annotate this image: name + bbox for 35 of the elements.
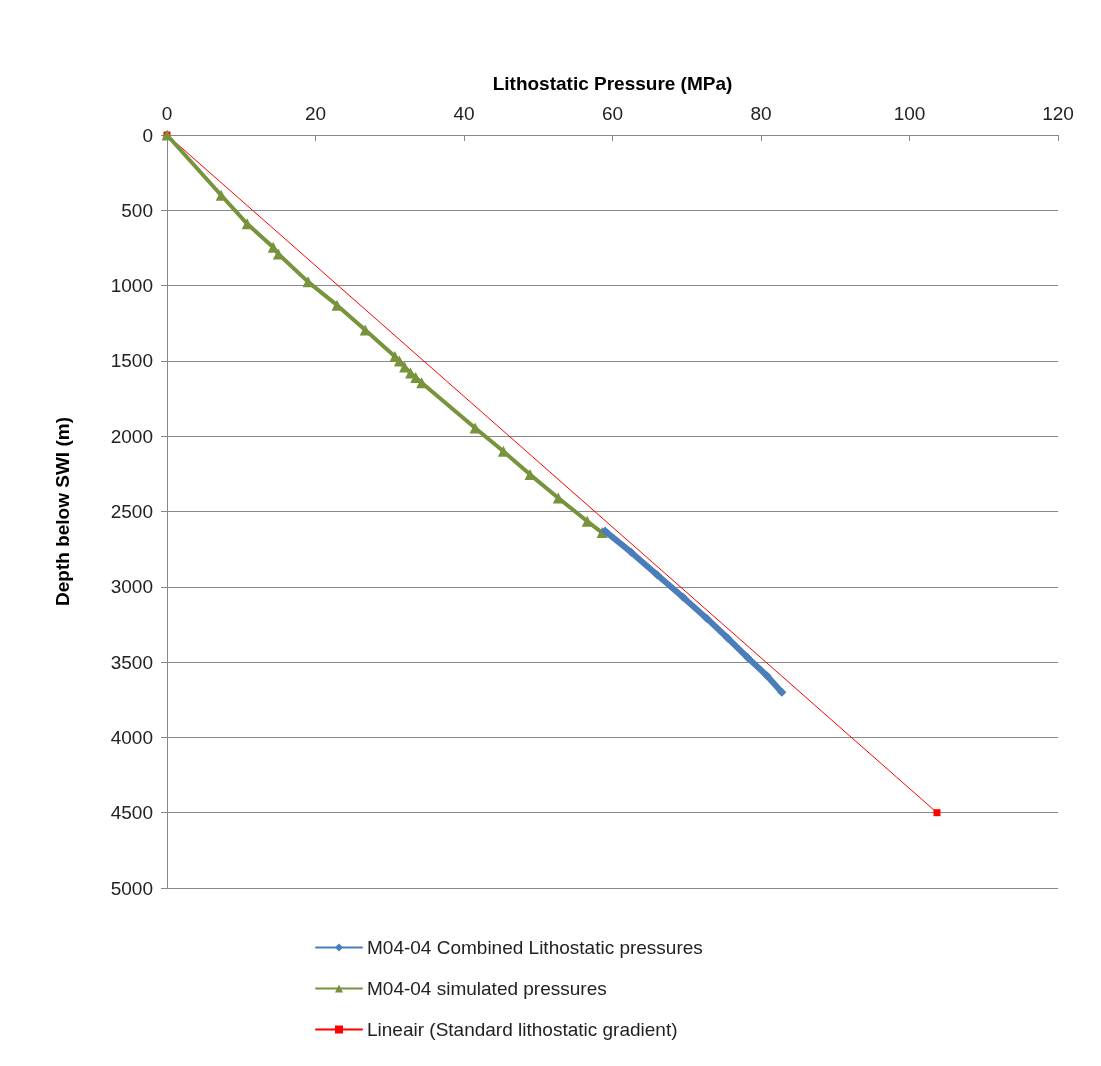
point xyxy=(267,241,279,253)
y-tick-label: 2500 xyxy=(110,501,153,522)
x-tick-label: 0 xyxy=(161,103,173,124)
point xyxy=(652,570,662,580)
legend-label: Lineair (Standard lithostatic gradient) xyxy=(367,1019,678,1040)
y-tick-label: 4500 xyxy=(110,802,153,824)
x-tick-label: 60 xyxy=(601,103,624,124)
y-tick-label: 1000 xyxy=(110,275,153,297)
y-tick-label: 2000 xyxy=(110,425,153,447)
legend-label: M04-04 Combined Lithostatic pressures xyxy=(367,937,703,958)
point xyxy=(723,633,733,643)
point xyxy=(743,653,753,663)
y-tick-label: 3500 xyxy=(110,651,153,673)
y-axis-title: Depth below SWI (m) xyxy=(52,417,73,606)
y-tick-label: 5000 xyxy=(110,877,153,899)
point xyxy=(600,526,610,536)
x-axis-title: Lithostatic Pressure (MPa) xyxy=(492,73,733,94)
x-tick-label: 20 xyxy=(304,103,327,124)
point xyxy=(678,592,688,602)
y-tick-label: 4000 xyxy=(110,726,153,748)
y-tick-label: 500 xyxy=(121,199,153,221)
legend-label: M04-04 simulated pressures xyxy=(367,978,607,999)
point xyxy=(777,687,787,697)
point xyxy=(933,809,941,817)
point xyxy=(762,671,772,681)
point xyxy=(702,613,712,623)
x-tick-label: 40 xyxy=(453,103,475,124)
x-tick-label: 120 xyxy=(1042,103,1074,124)
x-tick-label: 80 xyxy=(750,103,772,124)
y-tick-label: 3000 xyxy=(110,576,153,598)
y-tick-label: 0 xyxy=(142,124,153,146)
y-tick-label: 1500 xyxy=(110,350,153,372)
point xyxy=(552,492,564,504)
x-tick-label: 100 xyxy=(893,103,926,124)
point xyxy=(626,547,636,557)
